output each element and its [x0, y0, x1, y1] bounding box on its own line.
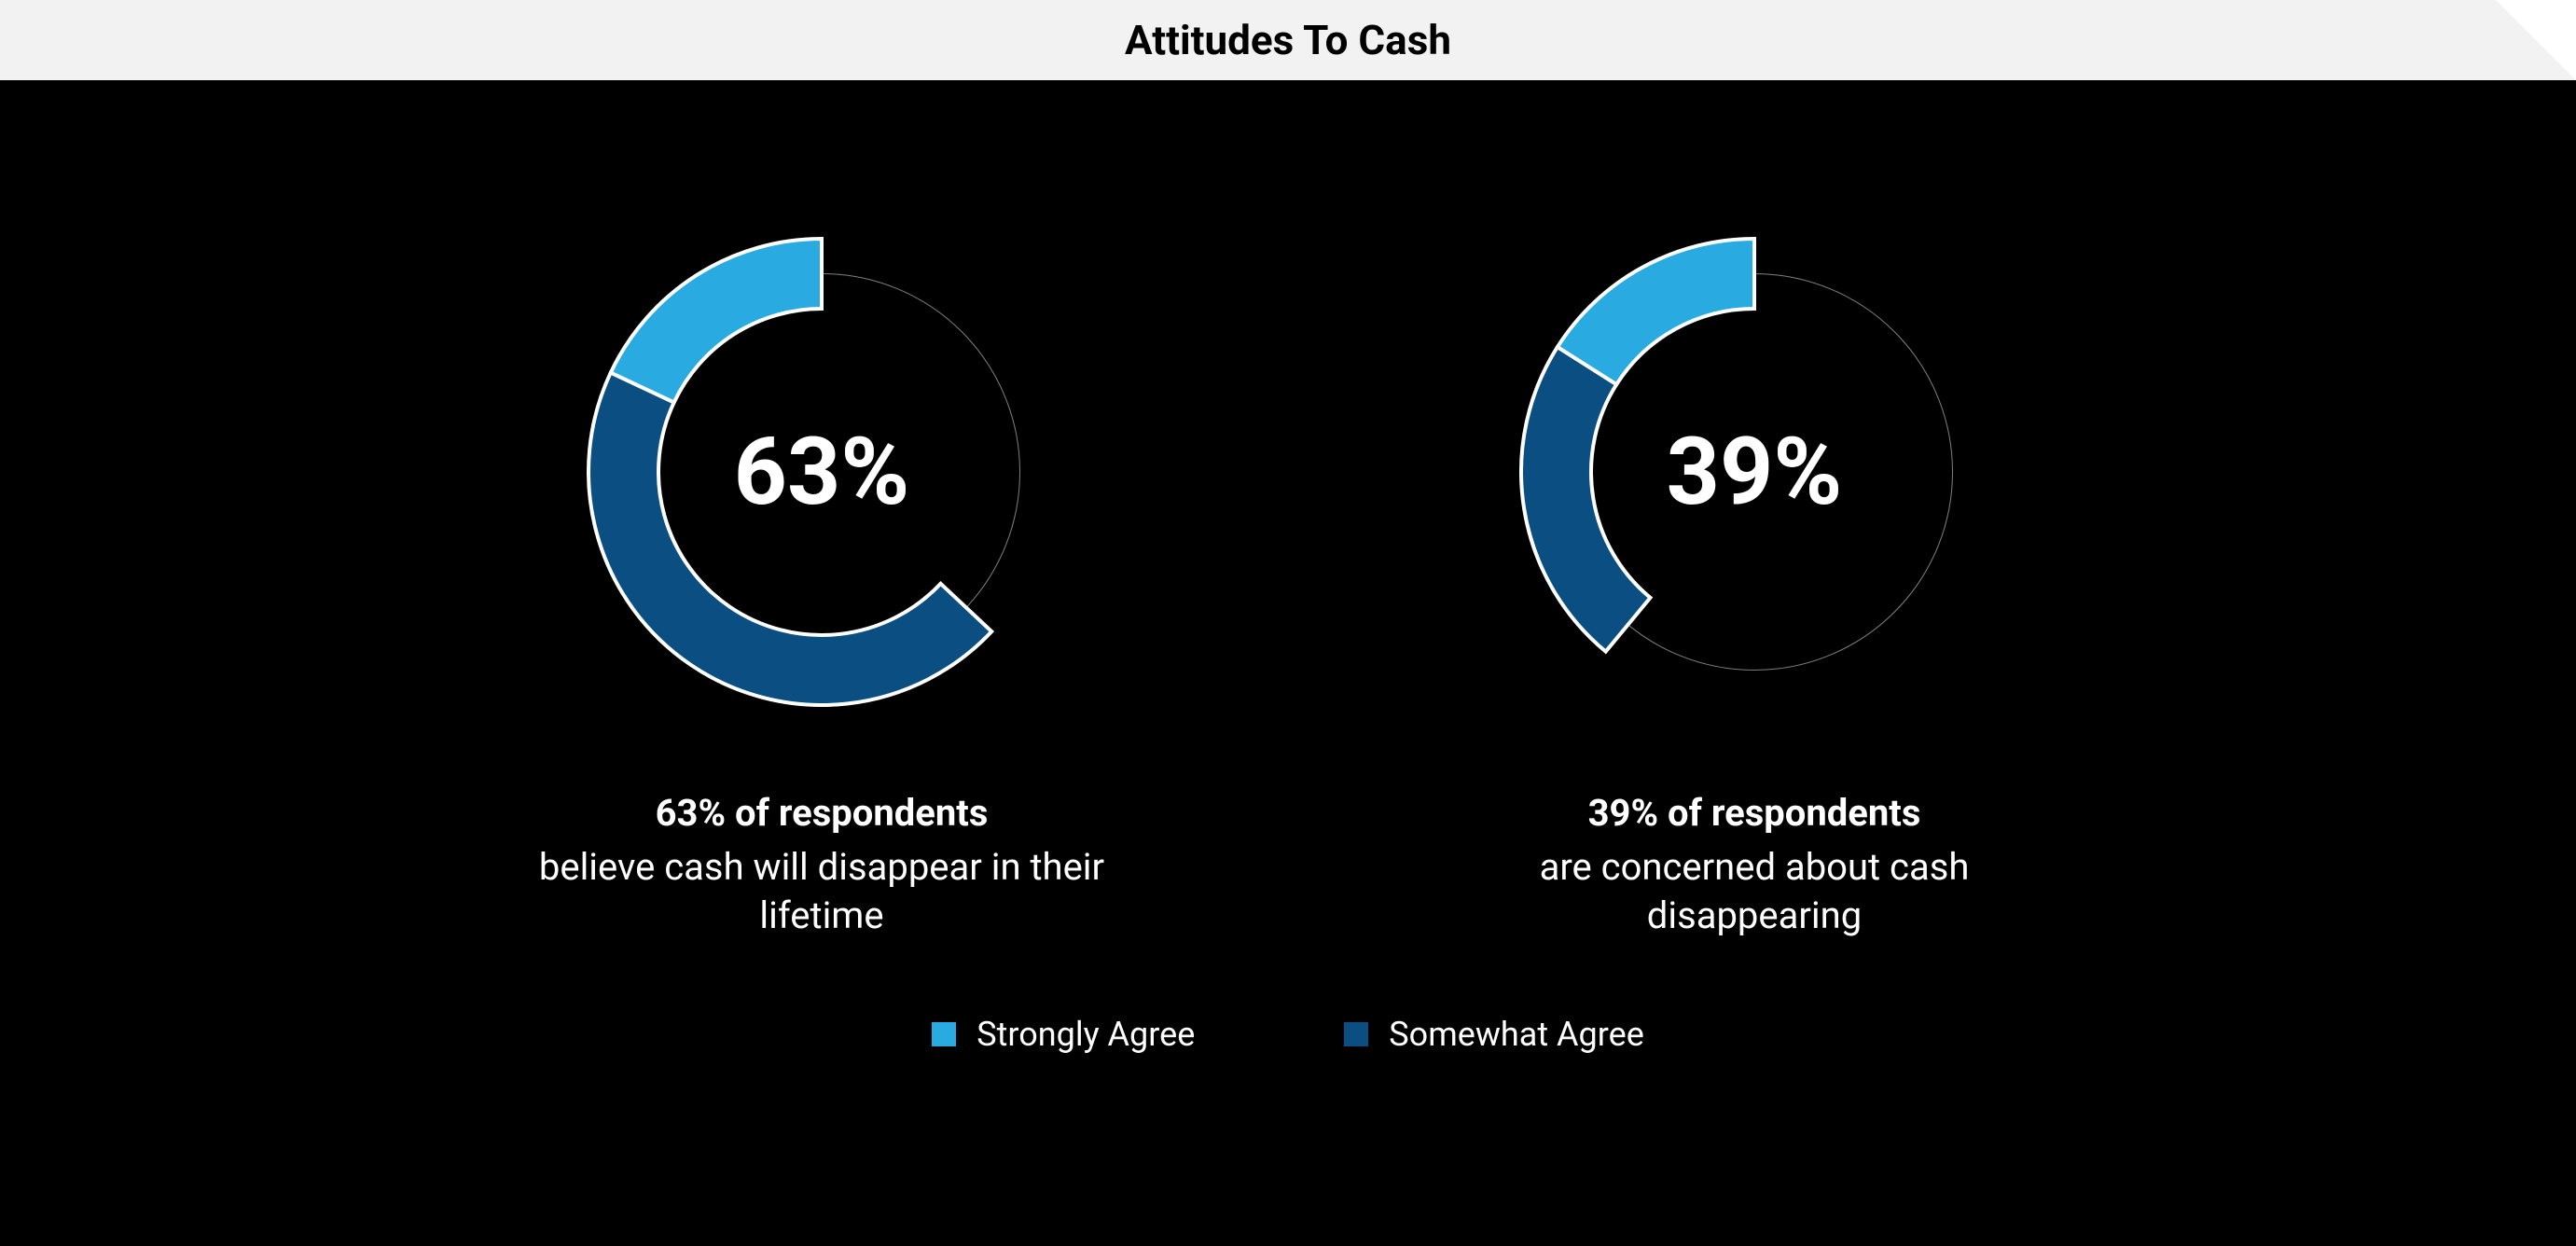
- donut-center-2: 39%: [1493, 211, 2015, 733]
- legend-label-somewhat: Somewhat Agree: [1389, 1015, 1643, 1054]
- legend-row: Strongly Agree Somewhat Agree: [932, 1015, 1644, 1054]
- legend-swatch-strongly: [932, 1022, 956, 1046]
- page-title: Attitudes To Cash: [1125, 16, 1451, 64]
- donut-chart-1: 63%: [561, 211, 1083, 733]
- legend-item-strongly: Strongly Agree: [932, 1015, 1195, 1054]
- legend-label-strongly: Strongly Agree: [976, 1015, 1195, 1054]
- chart-caption-2a: 39% of respondents: [1588, 789, 1921, 838]
- page-root: Attitudes To Cash 63% 63% of respondents…: [0, 0, 2576, 1246]
- chart-block-1: 63% 63% of respondents believe cash will…: [523, 211, 1120, 940]
- legend-item-somewhat: Somewhat Agree: [1344, 1015, 1643, 1054]
- donut-chart-2: 39%: [1493, 211, 2015, 733]
- content-area: 63% 63% of respondents believe cash will…: [0, 80, 2576, 1246]
- donut-center-1: 63%: [561, 211, 1083, 733]
- chart-caption-1a: 63% of respondents: [656, 789, 989, 838]
- chart-caption-2b: are concerned about cash disappearing: [1456, 843, 2053, 940]
- charts-row: 63% 63% of respondents believe cash will…: [523, 211, 2053, 940]
- chart-caption-1b: believe cash will disappear in their lif…: [523, 843, 1120, 940]
- chart-block-2: 39% 39% of respondents are concerned abo…: [1456, 211, 2053, 940]
- legend-swatch-somewhat: [1344, 1022, 1368, 1046]
- title-bar: Attitudes To Cash: [0, 0, 2576, 80]
